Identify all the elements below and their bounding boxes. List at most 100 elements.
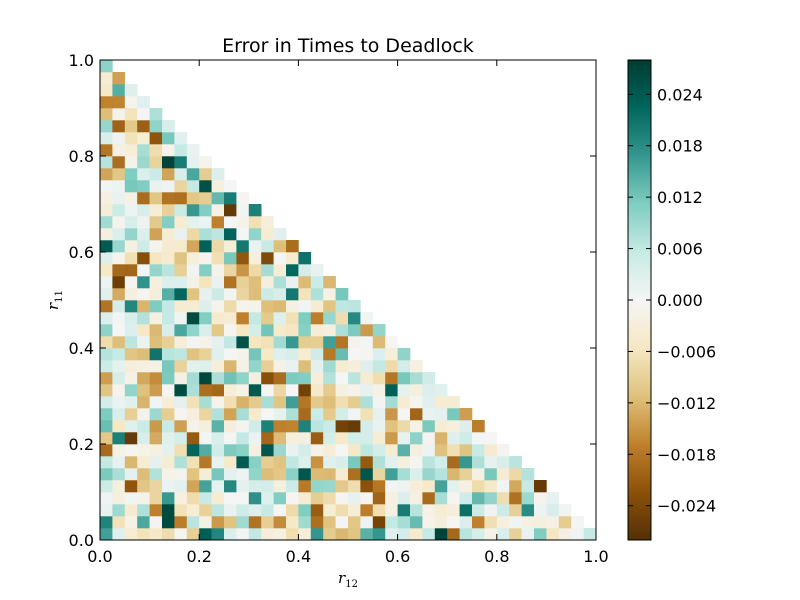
heatmap-cell	[236, 204, 250, 217]
heatmap-cell	[298, 288, 312, 301]
heatmap-cell	[162, 216, 175, 229]
heatmap-cell	[162, 516, 175, 529]
heatmap-cell	[186, 456, 200, 469]
heatmap-cell	[261, 276, 274, 289]
heatmap-cell	[372, 432, 386, 445]
heatmap-cell	[397, 528, 411, 541]
heatmap-cell	[124, 168, 138, 181]
heatmap-cell	[174, 432, 188, 445]
heatmap-cell	[385, 396, 398, 409]
heatmap-cell	[162, 444, 175, 457]
heatmap-cell	[298, 360, 312, 373]
heatmap-cell	[360, 504, 374, 517]
heatmap-cell	[211, 408, 225, 421]
heatmap-cell	[410, 480, 423, 493]
heatmap-cell	[298, 276, 312, 289]
heatmap-cell	[385, 480, 398, 493]
heatmap-cell	[100, 144, 113, 157]
heatmap-cell	[286, 516, 299, 529]
heatmap-cell	[199, 444, 212, 457]
heatmap-cell	[137, 204, 150, 217]
heatmap-cell	[100, 360, 113, 373]
heatmap-cell	[100, 528, 113, 541]
heatmap-cell	[372, 480, 386, 493]
heatmap-cell	[149, 504, 163, 517]
heatmap-cell	[286, 348, 299, 361]
heatmap-cell	[199, 192, 212, 205]
heatmap-cell	[571, 528, 584, 541]
heatmap-cell	[149, 468, 163, 481]
heatmap-cell	[397, 480, 411, 493]
heatmap-cell	[273, 288, 287, 301]
heatmap-cell	[286, 528, 299, 541]
heatmap-cell	[124, 288, 138, 301]
heatmap-cell	[199, 216, 212, 229]
heatmap-cell	[397, 444, 411, 457]
heatmap-cell	[261, 324, 274, 337]
heatmap-cell	[100, 240, 113, 253]
heatmap-cell	[124, 96, 138, 109]
heatmap-cell	[124, 492, 138, 505]
heatmap-cell	[100, 384, 113, 397]
heatmap-cell	[335, 480, 349, 493]
heatmap-cell	[385, 384, 398, 397]
heatmap-cell	[323, 336, 336, 349]
heatmap-cell	[434, 432, 448, 445]
heatmap-cell	[459, 444, 473, 457]
heatmap-cell	[224, 228, 237, 241]
heatmap-cell	[162, 408, 175, 421]
heatmap-cell	[186, 252, 200, 265]
heatmap-cell	[211, 348, 225, 361]
heatmap-cell	[273, 504, 287, 517]
heatmap-cell	[397, 456, 411, 469]
heatmap-cell	[211, 300, 225, 313]
heatmap-cell	[372, 396, 386, 409]
heatmap-cell	[248, 312, 262, 325]
heatmap-cell	[434, 516, 448, 529]
heatmap-cell	[162, 468, 175, 481]
heatmap-cell	[149, 444, 163, 457]
heatmap-cell	[298, 504, 312, 517]
heatmap-cell	[335, 348, 349, 361]
heatmap-cell	[360, 396, 374, 409]
colorbar-tick-label: 0.000	[657, 291, 703, 310]
heatmap-cell	[112, 192, 126, 205]
heatmap-cell	[534, 492, 547, 505]
heatmap-cell	[112, 252, 126, 265]
heatmap-cell	[571, 516, 584, 529]
heatmap-cell	[137, 384, 150, 397]
heatmap-cell	[224, 240, 237, 253]
heatmap-cell	[149, 384, 163, 397]
heatmap-cell	[472, 444, 485, 457]
heatmap-cell	[224, 204, 237, 217]
heatmap-cell	[149, 336, 163, 349]
heatmap-cell	[248, 492, 262, 505]
heatmap-cell	[199, 276, 212, 289]
y-axis-label: r11	[44, 290, 65, 310]
heatmap-cell	[112, 72, 126, 85]
heatmap-cell	[186, 264, 200, 277]
heatmap-cell	[224, 312, 237, 325]
heatmap-cell	[558, 504, 572, 517]
heatmap-cell	[224, 300, 237, 313]
heatmap-cell	[298, 528, 312, 541]
heatmap-cell	[211, 336, 225, 349]
heatmap-cell	[137, 312, 150, 325]
heatmap-cell	[224, 408, 237, 421]
heatmap-cells	[100, 60, 597, 541]
heatmap-cell	[459, 492, 473, 505]
heatmap-cell	[385, 420, 398, 433]
heatmap-cell	[100, 180, 113, 193]
heatmap-cell	[348, 516, 361, 529]
y-tick-label: 0.4	[69, 339, 94, 358]
heatmap-cell	[410, 444, 423, 457]
heatmap-cell	[186, 192, 200, 205]
heatmap-cell	[248, 480, 262, 493]
heatmap-cell	[174, 528, 188, 541]
heatmap-cell	[236, 420, 250, 433]
heatmap-cell	[186, 168, 200, 181]
heatmap-cell	[162, 372, 175, 385]
heatmap-cell	[310, 420, 324, 433]
heatmap-cell	[310, 480, 324, 493]
heatmap-cell	[496, 444, 510, 457]
